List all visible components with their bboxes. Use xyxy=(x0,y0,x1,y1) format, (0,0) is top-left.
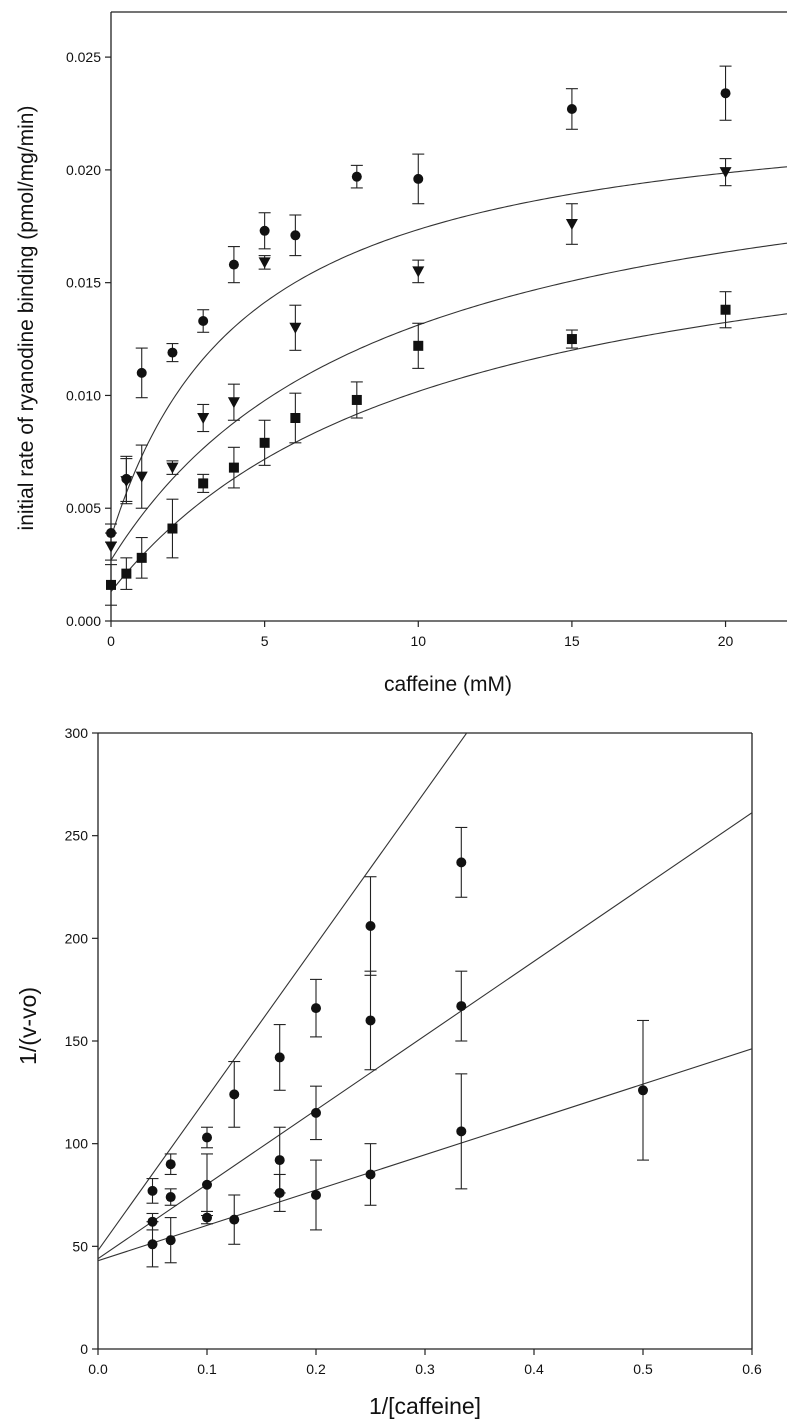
data-point-series-2 xyxy=(135,471,148,483)
y-tick-label: 0.005 xyxy=(66,500,101,516)
data-point-series-3 xyxy=(228,462,239,473)
x-tick-label: 0 xyxy=(107,633,115,649)
x-tick-label: 0.0 xyxy=(88,1361,108,1377)
x-tick-label: 0.1 xyxy=(197,1361,217,1377)
data-point-series-2 xyxy=(165,1192,176,1203)
data-point-series-3 xyxy=(167,523,178,534)
fit-line-series-3 xyxy=(98,1048,752,1262)
data-point-series-3 xyxy=(456,1126,467,1137)
data-point-series-1 xyxy=(229,1089,240,1100)
data-point-series-3 xyxy=(106,579,116,590)
y-tick-label: 0.020 xyxy=(66,162,101,178)
data-point-series-1 xyxy=(566,103,577,114)
chart-double-reciprocal: 0.0 0.1 0.2 0.3 0.4 0.5 0.6050100150200250300 … xyxy=(15,725,762,1419)
data-point-series-3 xyxy=(229,1214,240,1225)
data-point-series-3 xyxy=(413,340,424,351)
data-point-series-1 xyxy=(351,171,362,182)
x-tick-label: 0.3 xyxy=(415,1361,435,1377)
y-tick-label: 0.010 xyxy=(66,387,101,403)
data-point-series-3 xyxy=(311,1190,321,1200)
y-tick-label: 200 xyxy=(65,930,89,946)
data-point-series-3 xyxy=(290,413,301,423)
data-point-series-3 xyxy=(638,1085,648,1096)
data-point-series-1 xyxy=(147,1185,158,1196)
fit-line-series-2 xyxy=(98,812,752,1260)
y-tick-label: 0.025 xyxy=(66,49,101,65)
data-point-series-2 xyxy=(311,1107,321,1118)
data-point-series-3 xyxy=(720,304,731,315)
data-point-series-2 xyxy=(105,541,117,553)
data-point-series-3 xyxy=(121,568,132,579)
x-axis-title: 1/[caffeine] xyxy=(369,1393,481,1419)
data-point-series-3 xyxy=(202,1212,212,1223)
data-point-series-2 xyxy=(365,1015,376,1026)
data-point-series-1 xyxy=(167,347,178,358)
x-tick-label: 0.4 xyxy=(524,1361,544,1377)
data-point-series-2 xyxy=(274,1155,285,1166)
y-tick-label: 0 xyxy=(80,1341,88,1357)
data-point-series-3 xyxy=(259,437,270,448)
data-point-series-3 xyxy=(351,394,362,405)
data-point-series-2 xyxy=(202,1179,212,1190)
x-tick-label: 15 xyxy=(564,633,580,649)
data-point-series-3 xyxy=(365,1169,376,1180)
data-point-series-2 xyxy=(258,257,271,269)
fit-line-series-3 xyxy=(111,313,787,593)
data-point-series-2 xyxy=(289,322,302,334)
data-point-series-1 xyxy=(228,259,239,270)
data-point-series-1 xyxy=(259,225,270,236)
y-tick-label: 50 xyxy=(72,1238,88,1254)
x-tick-label: 20 xyxy=(718,633,734,649)
x-tick-label: 5 xyxy=(261,633,269,649)
data-point-series-3 xyxy=(147,1239,158,1250)
x-axis-title: caffeine (mM) xyxy=(384,673,512,696)
data-point-series-1 xyxy=(720,88,731,99)
y-axis-title: initial rate of ryanodine binding (pmol/… xyxy=(15,106,38,531)
data-point-series-1 xyxy=(274,1052,285,1063)
chart-saturation: 0 5 10 15 20 0.000 0.005 0.010 0.015 0.020 0.025 c… xyxy=(15,11,787,696)
y-tick-label: 0.000 xyxy=(66,613,101,629)
data-point-series-3 xyxy=(136,552,147,563)
data-point-series-1 xyxy=(106,528,116,539)
data-point-series-2 xyxy=(565,219,578,231)
y-tick-label: 0.015 xyxy=(66,275,101,291)
x-tick-label: 0.5 xyxy=(633,1361,653,1377)
data-point-series-2 xyxy=(197,413,210,424)
y-tick-label: 150 xyxy=(65,1033,89,1049)
data-point-series-2 xyxy=(412,266,425,278)
data-point-series-2 xyxy=(227,397,240,409)
data-point-series-1 xyxy=(365,921,376,932)
data-point-series-1 xyxy=(202,1132,212,1143)
data-point-series-2 xyxy=(147,1216,158,1227)
y-tick-label: 300 xyxy=(65,725,89,741)
x-tick-label: 0.2 xyxy=(306,1361,326,1377)
y-axis-title: 1/(v-vo) xyxy=(15,987,41,1065)
data-point-series-3 xyxy=(198,478,209,489)
data-point-series-2 xyxy=(456,1001,467,1012)
fit-line-series-1 xyxy=(98,733,468,1251)
data-point-series-2 xyxy=(120,476,133,488)
data-point-series-1 xyxy=(198,316,209,327)
fit-line-series-1 xyxy=(111,166,787,538)
data-point-series-1 xyxy=(311,1003,321,1014)
data-point-series-3 xyxy=(274,1187,285,1198)
data-point-series-1 xyxy=(165,1159,176,1170)
data-point-series-3 xyxy=(165,1235,176,1246)
data-point-series-1 xyxy=(290,230,301,241)
data-point-series-2 xyxy=(166,462,179,474)
data-point-series-1 xyxy=(413,173,424,184)
fit-line-series-2 xyxy=(111,242,787,561)
y-tick-label: 100 xyxy=(65,1136,89,1152)
x-tick-label: 10 xyxy=(410,633,426,649)
data-point-series-1 xyxy=(136,367,147,378)
data-point-series-1 xyxy=(456,857,467,868)
y-tick-label: 250 xyxy=(65,828,89,844)
x-tick-label: 0.6 xyxy=(742,1361,762,1377)
data-point-series-3 xyxy=(566,334,577,345)
data-point-series-2 xyxy=(719,167,732,179)
